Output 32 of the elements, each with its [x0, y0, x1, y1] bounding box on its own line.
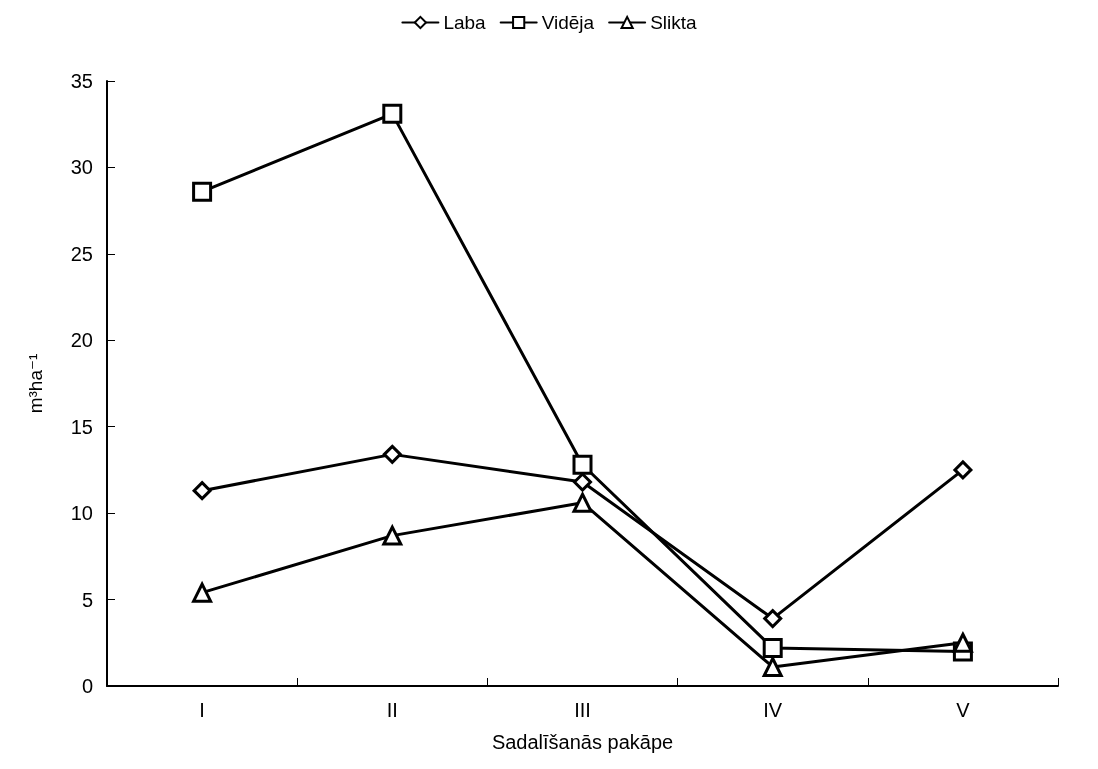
y-tick-label: 20	[70, 329, 93, 352]
point	[952, 632, 973, 653]
y-tick-label: 35	[70, 70, 93, 92]
point	[382, 444, 402, 464]
x-tick-label: I	[199, 699, 205, 721]
y-tick-label: 0	[81, 675, 93, 697]
point	[763, 609, 783, 629]
legend-label: Slikta	[650, 12, 698, 33]
point	[572, 454, 593, 475]
x-tick-label: V	[956, 699, 971, 721]
x-tick-label: IV	[763, 699, 783, 721]
x-tick-label: III	[574, 699, 591, 721]
point	[381, 523, 404, 546]
point	[762, 656, 783, 677]
legend-label: Laba	[443, 12, 487, 33]
y-tick-label: 25	[70, 242, 93, 265]
point	[953, 460, 973, 480]
x-tick-label: II	[386, 699, 398, 721]
point	[573, 472, 592, 492]
point	[382, 103, 403, 124]
point	[192, 481, 212, 501]
y-axis-title: m³ha⁻¹	[25, 353, 46, 414]
y-tick-label: 5	[81, 588, 93, 611]
legend-label: Vidēja	[541, 12, 595, 33]
point	[572, 492, 593, 513]
point	[191, 580, 213, 603]
x-axis-title: Sadalīšanās pakāpe	[491, 731, 674, 753]
y-tick-label: 10	[70, 502, 93, 525]
y-tick-label: 15	[70, 415, 93, 438]
point	[762, 637, 783, 658]
y-tick-label: 30	[70, 156, 93, 179]
point	[192, 181, 213, 202]
